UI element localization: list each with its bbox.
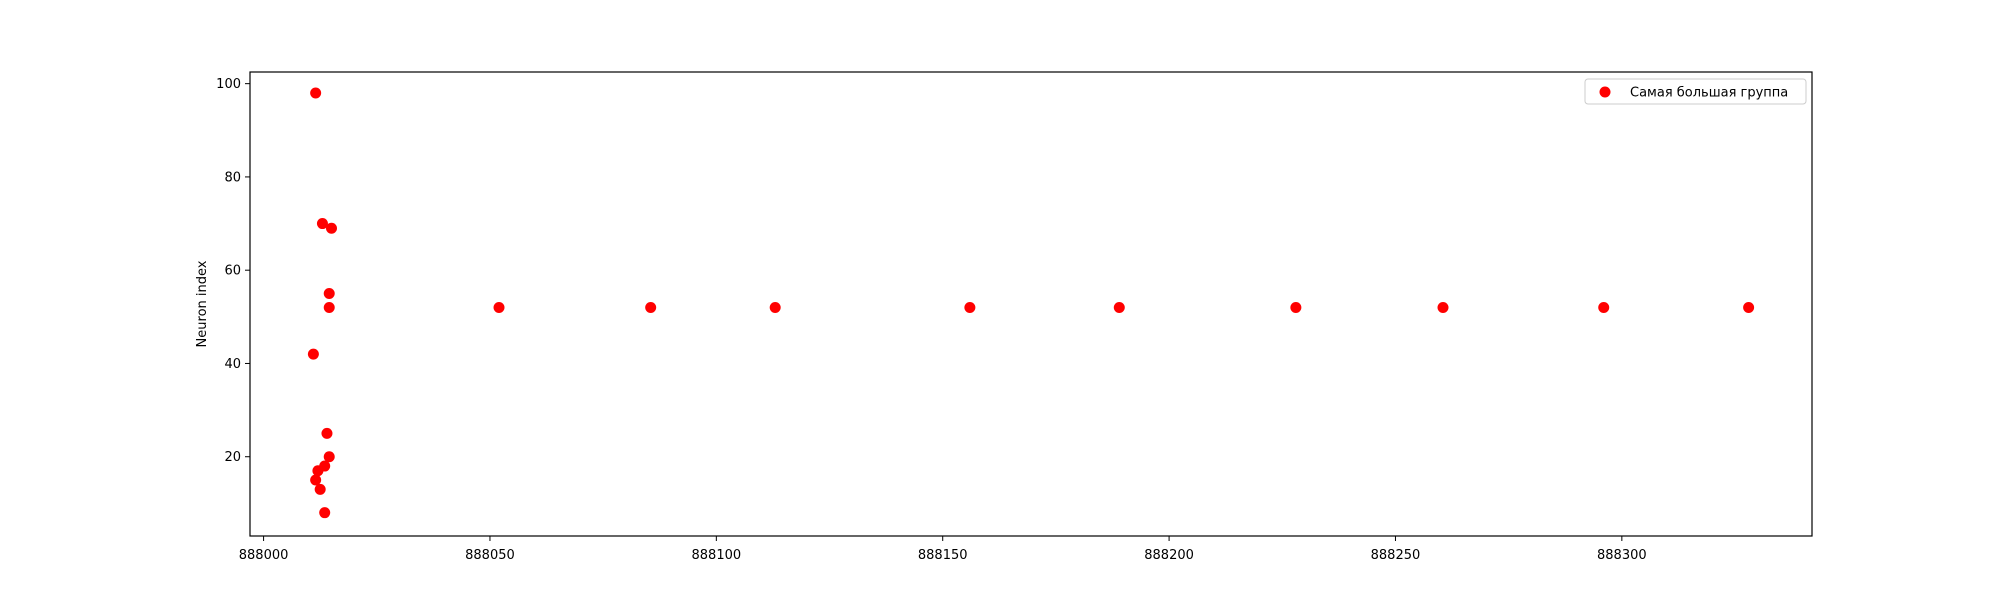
data-point: [769, 301, 781, 313]
y-tick-label: 80: [224, 170, 241, 185]
x-tick-label: 888150: [918, 548, 968, 563]
data-point: [1598, 301, 1610, 313]
x-tick-label: 888300: [1597, 548, 1647, 563]
data-point: [319, 507, 331, 519]
data-point: [1113, 301, 1125, 313]
data-point: [325, 222, 337, 234]
x-axis: 888000 888050 888100 888150 888200 888250 8883…: [239, 536, 1647, 563]
data-point: [314, 483, 326, 495]
data-point: [316, 218, 328, 230]
legend-frame: [1584, 78, 1807, 105]
x-tick-label: 888250: [1371, 548, 1421, 563]
legend-marker: [1599, 86, 1611, 98]
data-point: [307, 348, 319, 360]
data-point: [1743, 301, 1755, 313]
plot-area: [249, 71, 1813, 537]
data-point: [493, 301, 505, 313]
plot-frame: [249, 71, 1813, 537]
data-point: [321, 427, 333, 439]
data-point: [312, 465, 324, 477]
data-point: [1290, 301, 1302, 313]
y-tick-label: 40: [224, 357, 241, 372]
scatter-points: [307, 87, 1755, 519]
y-tick-label: 100: [216, 77, 241, 92]
data-point: [323, 288, 335, 300]
data-point: [323, 301, 335, 313]
y-axis: 20 40 60 80 100: [216, 77, 250, 465]
data-point: [310, 474, 322, 486]
data-point: [964, 301, 976, 313]
data-point: [1437, 301, 1449, 313]
legend: Самая большая группа: [1584, 78, 1807, 105]
legend-label: Самая большая группа: [1630, 86, 1788, 101]
x-tick-label: 888000: [239, 548, 289, 563]
data-point: [310, 87, 322, 99]
x-tick-label: 888100: [692, 548, 742, 563]
y-axis-title: Neuron index: [195, 260, 210, 347]
x-tick-label: 888200: [1144, 548, 1194, 563]
x-tick-label: 888050: [465, 548, 515, 563]
y-tick-label: 20: [224, 450, 241, 465]
data-point: [645, 301, 657, 313]
data-point: [323, 451, 335, 463]
y-tick-label: 60: [224, 264, 241, 279]
